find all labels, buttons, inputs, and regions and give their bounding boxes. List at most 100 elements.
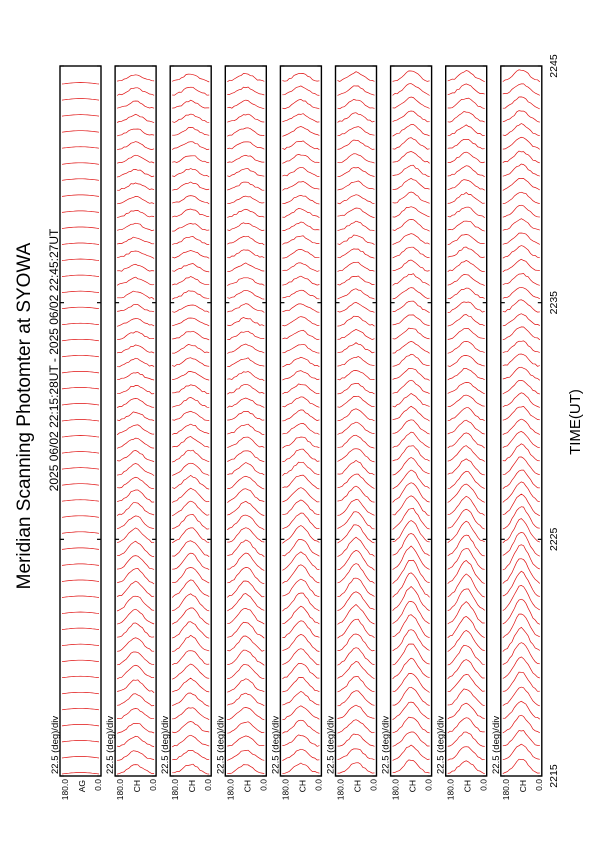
- scan-trace: [116, 664, 155, 680]
- scan-trace: [282, 436, 320, 449]
- scan-trace: [502, 299, 540, 313]
- scan-trace: [392, 419, 430, 435]
- scan-trace: [337, 647, 375, 666]
- y-tick-top: 180.0: [391, 779, 401, 801]
- scan-trace: [502, 418, 540, 435]
- scan-trace: [116, 502, 155, 516]
- scan-trace: [117, 303, 155, 313]
- channel-label: CH: [518, 780, 528, 792]
- scan-trace: [227, 141, 265, 150]
- scan-trace: [172, 317, 210, 327]
- scan-trace: [392, 287, 430, 300]
- scan-trace: [282, 539, 320, 557]
- scan-trace: [61, 242, 100, 245]
- scale-label: 22.5 (deg)/div: [50, 716, 61, 774]
- scan-trace: [227, 488, 265, 503]
- scan-trace: [227, 450, 265, 463]
- scan-trace: [227, 500, 265, 516]
- scan-trace: [172, 168, 210, 178]
- scan-trace: [392, 601, 430, 625]
- scan-trace: [282, 719, 320, 734]
- scan-trace: [172, 195, 210, 205]
- panel-traces: [447, 70, 485, 775]
- scan-trace: [337, 719, 375, 734]
- scale-label: 22.5 (deg)/div: [270, 716, 281, 774]
- scan-trace: [447, 83, 485, 96]
- scan-trace: [447, 702, 485, 720]
- scan-trace: [282, 316, 320, 327]
- scan-trace: [172, 621, 210, 639]
- time-range-label: 2025 06/02 22:15:28UT - 2025 06/02 22:45…: [47, 228, 61, 491]
- scan-trace: [447, 588, 485, 612]
- y-tick-bottom: 0.0: [258, 779, 268, 791]
- scan-trace: [172, 99, 210, 109]
- scan-trace: [172, 487, 210, 503]
- scan-trace: [447, 111, 485, 123]
- scan-trace: [392, 572, 430, 598]
- scan-trace: [502, 353, 540, 367]
- scan-trace: [502, 493, 540, 517]
- scan-trace: [337, 315, 375, 327]
- scan-trace: [337, 577, 375, 597]
- scan-trace: [61, 772, 100, 775]
- scan-trace: [117, 74, 155, 82]
- scale-label: 22.5 (deg)/div: [326, 716, 337, 774]
- scan-trace: [282, 181, 320, 191]
- scan-trace: [337, 633, 375, 652]
- scan-trace: [502, 686, 540, 707]
- scan-trace: [282, 605, 320, 625]
- panel-5: 180.0 0.0 CH 22.5 (deg)/div: [270, 65, 323, 800]
- scan-trace: [502, 191, 540, 205]
- scan-trace: [172, 500, 210, 517]
- panel-frame: [334, 65, 378, 777]
- panel-traces: [171, 73, 210, 775]
- scan-trace: [61, 595, 100, 598]
- scale-label: 22.5 (deg)/div: [381, 716, 392, 774]
- scan-trace: [447, 314, 485, 327]
- y-tick-bottom: 0.0: [479, 779, 489, 791]
- scan-trace: [502, 392, 540, 408]
- scan-trace: [392, 341, 430, 354]
- scan-trace: [337, 99, 375, 110]
- scan-trace: [61, 627, 100, 630]
- scan-trace: [61, 114, 100, 117]
- scan-trace: [282, 512, 320, 530]
- scan-trace: [392, 353, 430, 367]
- scan-trace: [172, 552, 210, 570]
- scan-trace: [447, 644, 485, 666]
- scan-trace: [172, 250, 210, 259]
- scan-trace: [502, 743, 540, 761]
- scan-trace: [227, 735, 265, 747]
- scan-trace: [61, 403, 100, 406]
- scan-trace: [117, 196, 155, 205]
- scan-trace: [392, 686, 430, 706]
- scan-trace: [337, 194, 375, 205]
- scan-trace: [227, 73, 265, 83]
- scan-trace: [502, 656, 540, 679]
- scan-trace: [337, 762, 375, 774]
- scan-trace: [282, 235, 320, 245]
- scan-trace: [61, 146, 100, 149]
- x-tick-label: 2215: [548, 764, 560, 788]
- scan-trace: [227, 249, 265, 259]
- scan-trace: [337, 485, 375, 503]
- scan-trace: [392, 379, 430, 395]
- scan-trace: [337, 473, 375, 489]
- scan-trace: [447, 445, 485, 462]
- scan-trace: [282, 487, 320, 503]
- channel-label: CH: [187, 780, 197, 792]
- scan-trace: [172, 677, 210, 693]
- scan-trace: [172, 707, 210, 721]
- scan-trace: [61, 643, 100, 646]
- scan-trace: [172, 514, 210, 530]
- scan-trace: [227, 593, 265, 612]
- scan-trace: [61, 322, 100, 326]
- scan-trace: [172, 436, 210, 448]
- y-tick-bottom: 0.0: [424, 779, 434, 791]
- panel-traces: [227, 73, 265, 774]
- scan-trace: [61, 740, 100, 743]
- scan-trace: [392, 405, 430, 422]
- scan-trace: [502, 136, 541, 150]
- scan-trace: [502, 406, 540, 421]
- scan-trace: [447, 220, 485, 232]
